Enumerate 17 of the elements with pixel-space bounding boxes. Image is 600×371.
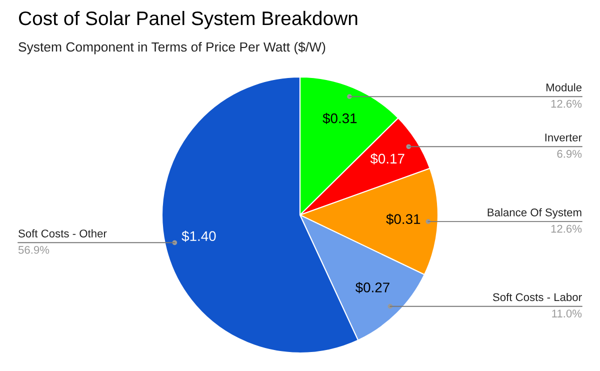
slice-label: Soft Costs - Labor [492, 292, 582, 302]
data-label: $0.31 [322, 112, 357, 124]
chart-subtitle: System Component in Terms of Price Per Watt ($/W) [18, 42, 326, 54]
slice-label: Soft Costs - Other [18, 229, 107, 238]
slice-label: Module [546, 83, 582, 92]
text: 11.0% [552, 310, 582, 318]
data-label: $0.17 [370, 153, 404, 164]
text: 12.6% [551, 224, 582, 233]
data-label: $0.31 [386, 214, 420, 225]
text: 12.6% [551, 100, 582, 108]
data-label: $0.27 [355, 282, 390, 294]
slice-label: Balance Of System [488, 208, 582, 219]
text: 56.9% [18, 246, 50, 254]
data-label: $1.40 [182, 230, 216, 242]
slice-label: Inverter [545, 134, 582, 142]
chart-title: Cost of Solar Panel System Breakdown [18, 10, 358, 30]
text: 6.9% [557, 150, 582, 158]
